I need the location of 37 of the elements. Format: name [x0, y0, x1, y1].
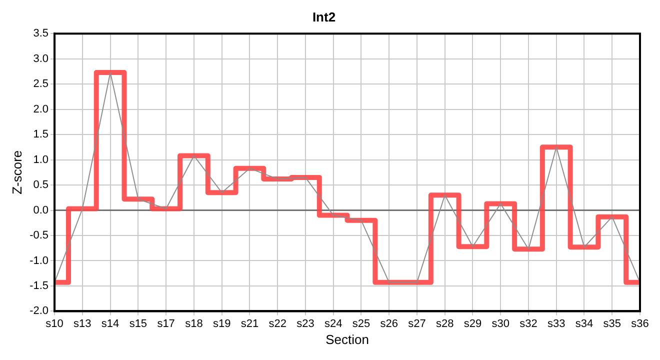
y-axis-title: Z-score	[9, 150, 24, 194]
x-tick-label: s28	[436, 318, 454, 330]
x-tick-label: s15	[129, 318, 148, 330]
x-tick-label: s17	[157, 318, 175, 330]
y-tick-label: 0.0	[33, 204, 49, 216]
x-tick-label: s34	[575, 318, 594, 330]
x-axis-title: Section	[326, 332, 369, 347]
x-tick-label: s13	[74, 318, 92, 330]
x-tick-label: s21	[240, 318, 259, 330]
y-tick-label: -2.0	[30, 305, 49, 318]
x-tick-label: s32	[520, 318, 538, 330]
x-tick-label: s24	[324, 318, 342, 330]
x-tick-label: s14	[101, 318, 120, 330]
y-tick-label: -1.0	[30, 254, 49, 267]
y-tick-label: 0.5	[33, 179, 49, 192]
y-tick-label: 3.0	[33, 52, 49, 65]
x-tick-label: s35	[603, 318, 621, 330]
y-tick-label: 2.5	[33, 78, 49, 90]
x-tick-label: s10	[46, 318, 64, 330]
x-tick-label: s36	[631, 318, 649, 330]
x-tick-label: s26	[380, 318, 398, 330]
y-tick-label: 1.0	[33, 154, 49, 166]
x-tick-label: s23	[296, 318, 314, 330]
x-tick-label: s18	[185, 318, 203, 330]
y-tick-label: -0.5	[30, 230, 49, 242]
y-tick-label: 3.5	[33, 28, 49, 40]
x-tick-label: s22	[268, 318, 286, 330]
x-tick-label: s25	[352, 318, 370, 330]
x-tick-label: s27	[408, 318, 426, 330]
x-tick-label: s29	[464, 318, 482, 330]
y-tick-label: 1.5	[33, 128, 49, 141]
y-tick-label: -1.5	[30, 280, 49, 292]
y-tick-label: 2.0	[33, 103, 49, 116]
x-tick-label: s30	[492, 318, 510, 330]
chart-title: Int2	[312, 9, 336, 24]
x-tick-label: s19	[212, 318, 231, 330]
x-tick-label: s33	[547, 318, 566, 330]
